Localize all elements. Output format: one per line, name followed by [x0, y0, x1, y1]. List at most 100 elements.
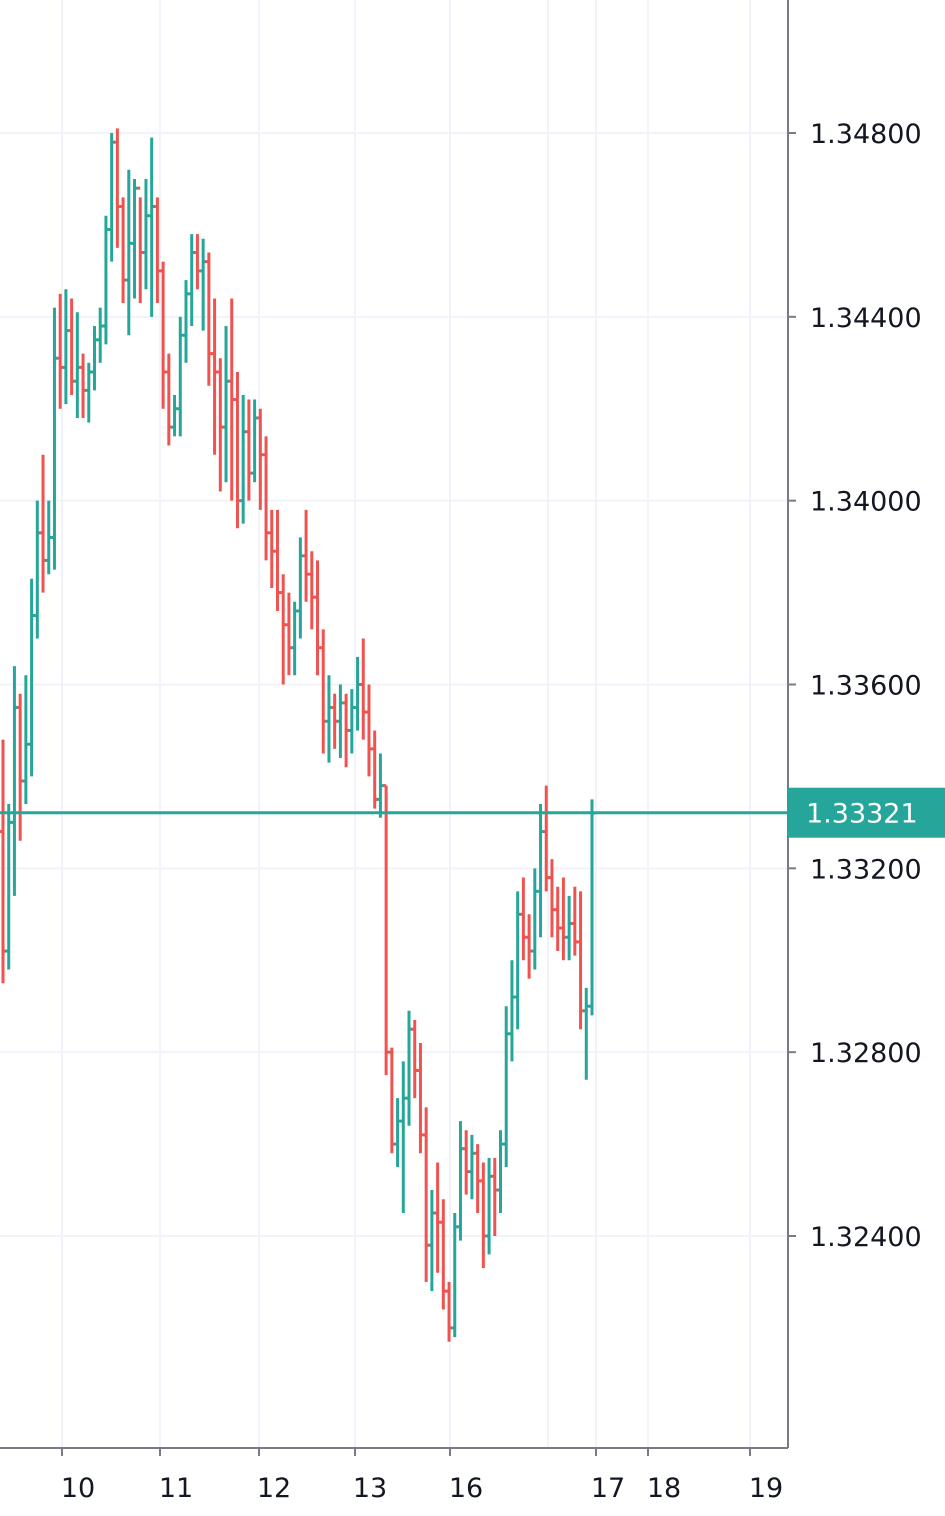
ohlc-bar: [240, 394, 247, 524]
x-tick-label: 12: [257, 1473, 291, 1504]
ohlc-bar: [85, 362, 92, 423]
ohlc-bar: [531, 868, 538, 970]
ohlc-bar: [417, 1042, 424, 1154]
y-tick-label: 1.32400: [810, 1222, 922, 1253]
ohlc-bar: [343, 693, 350, 768]
ohlc-bar: [297, 537, 304, 639]
ohlc-bar: [463, 1130, 470, 1195]
chart-grid: [0, 0, 788, 1448]
ohlc-bar: [548, 859, 555, 938]
x-tick-label: 19: [749, 1473, 783, 1504]
ohlc-bar: [468, 1134, 475, 1200]
ohlc-bar: [486, 1157, 493, 1255]
ohlc-bar: [354, 656, 361, 731]
ohlc-bar: [120, 197, 127, 304]
ohlc-bar: [303, 509, 310, 602]
ohlc-bar: [360, 638, 367, 740]
ohlc-bar: [554, 886, 561, 952]
x-tick-label: 17: [591, 1473, 625, 1504]
ohlc-bar: [589, 799, 595, 1016]
ohlc-bar: [503, 1006, 510, 1168]
ohlc-bar: [331, 693, 338, 749]
ohlc-bar: [566, 895, 573, 961]
x-tick-label: 18: [647, 1473, 681, 1504]
x-tick-label: 11: [159, 1473, 193, 1504]
ohlc-bar: [285, 592, 292, 676]
ohlc-bar: [80, 353, 87, 418]
ohlc-bar: [428, 1190, 435, 1292]
ohlc-bar: [560, 877, 567, 961]
ohlc-bar: [423, 1107, 430, 1282]
ohlc-bar: [348, 689, 355, 754]
ohlc-bar: [268, 509, 275, 588]
ohlc-bar: [400, 1061, 407, 1214]
ohlc-bar: [480, 1162, 487, 1269]
ohlc-bar: [68, 298, 75, 395]
ohlc-bar: [200, 238, 207, 331]
ohlc-bar: [291, 601, 298, 676]
ohlc-bar: [223, 326, 230, 483]
ohlc-bar: [537, 803, 544, 938]
ohlc-bar: [217, 358, 224, 492]
ohlc-bar: [497, 1130, 504, 1214]
ohlc-bar: [74, 312, 81, 418]
y-tick-label: 1.34400: [810, 303, 922, 334]
ohlc-bar: [205, 252, 212, 386]
ohlc-bar: [577, 891, 584, 1030]
ohlc-bar: [40, 454, 47, 593]
ohlc-bar: [142, 178, 149, 290]
ohlc-bar: [165, 353, 172, 446]
ohlc-bar: [160, 261, 167, 409]
ohlc-bar: [34, 500, 41, 639]
ohlc-bar: [137, 186, 144, 304]
ohlc-bar: [171, 394, 178, 437]
ohlc-bar: [28, 578, 35, 777]
y-tick-label: 1.34000: [810, 487, 922, 518]
ohlc-bar: [571, 886, 578, 956]
ohlc-bar: [457, 1121, 464, 1241]
ohlc-bar: [97, 307, 104, 363]
ohlc-bar: [371, 730, 378, 809]
ohlc-bar: [108, 133, 115, 262]
ohlc-bar: [520, 877, 527, 961]
ohlc-bar: [114, 128, 121, 248]
ohlc-bar: [514, 891, 521, 1030]
ohlc-bar: [17, 693, 24, 841]
x-tick-label: 16: [449, 1473, 483, 1504]
ohlc-bar: [91, 326, 98, 391]
ohlc-bar: [446, 1281, 453, 1342]
last-price-tag: 1.33321: [788, 787, 945, 838]
ohlc-bar: [314, 560, 321, 676]
ohlc-bar: [383, 784, 390, 1076]
price-axis[interactable]: 1.34800 1.34400 1.34000 1.33600 1.33200 1.328…: [788, 119, 922, 1253]
ohlc-bars: [0, 128, 595, 1342]
ohlc-bar: [177, 316, 184, 437]
ohlc-bar: [51, 307, 58, 570]
y-tick-label: 1.32800: [810, 1038, 922, 1069]
ohlc-bar: [102, 215, 109, 345]
ohlc-bar: [526, 914, 533, 979]
time-axis[interactable]: 10 11 12 13 16 17 18 19: [61, 1448, 783, 1504]
ohlc-bar: [211, 298, 218, 455]
ohlc-bar: [543, 785, 550, 892]
ohlc-bar: [182, 280, 189, 363]
ohlc-bar: [131, 178, 138, 299]
ohlc-bar: [365, 684, 372, 777]
ohlc-bar: [406, 1010, 413, 1126]
x-tick-label: 13: [353, 1473, 387, 1504]
ohlc-bar: [228, 298, 235, 501]
ohlc-bar: [188, 234, 195, 327]
ohlc-bar: [308, 551, 315, 630]
ohlc-bar: [388, 1047, 395, 1154]
y-tick-label: 1.34800: [810, 119, 922, 150]
ohlc-bar: [440, 1199, 447, 1310]
ohlc-bar: [325, 675, 332, 763]
ohlc-bar: [451, 1213, 458, 1338]
ohlc-bar: [45, 500, 52, 575]
ohlc-bar: [320, 629, 327, 754]
ohlc-bar: [57, 293, 64, 409]
ohlc-bar: [280, 574, 287, 685]
ohlc-bar: [337, 684, 344, 759]
ohlc-bar: [234, 371, 241, 529]
